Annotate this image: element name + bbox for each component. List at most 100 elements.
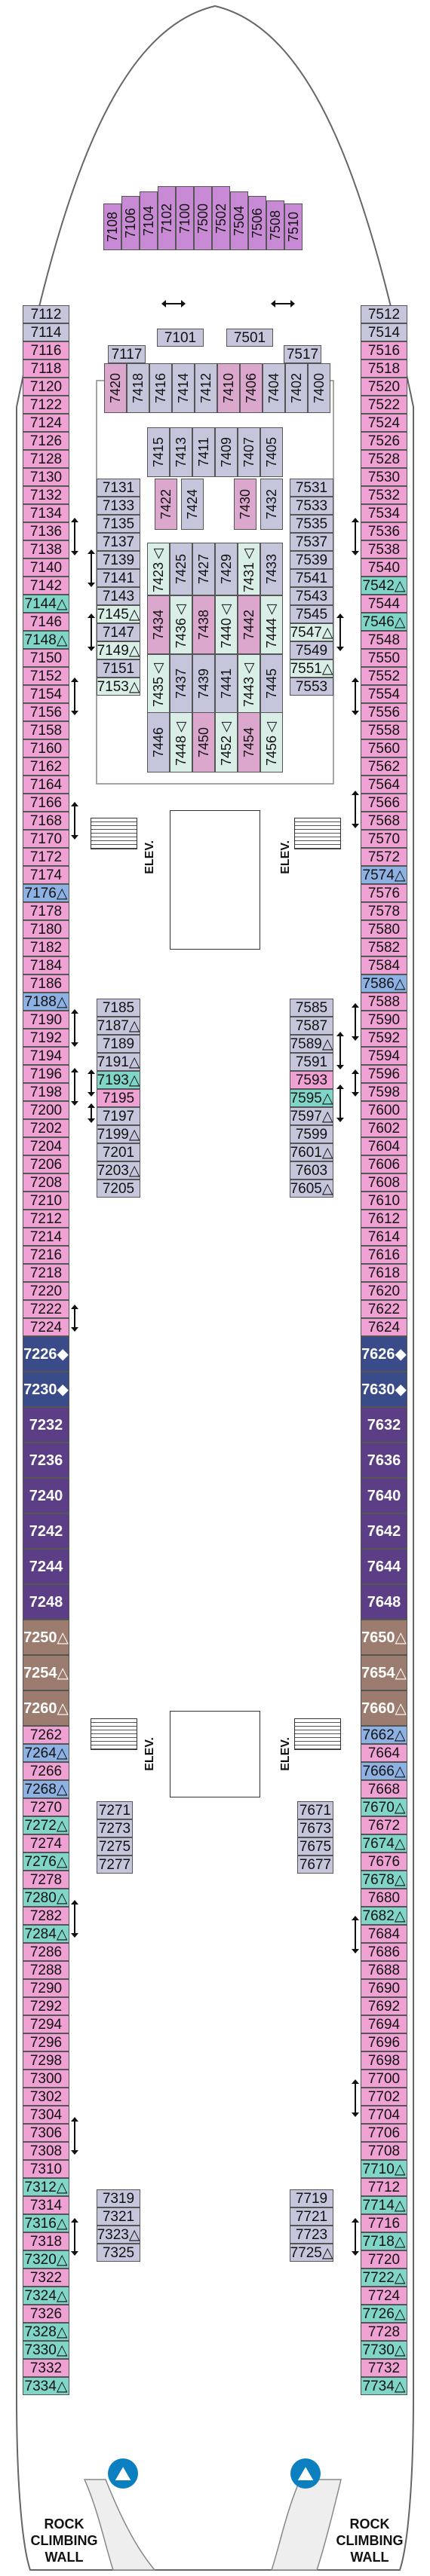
cabin[interactable]: 7606 <box>361 1155 407 1173</box>
cabin[interactable]: 7214 <box>23 1228 69 1246</box>
cabin[interactable]: 7130 <box>23 468 69 486</box>
cabin[interactable]: 7198 <box>23 1083 69 1101</box>
cabin[interactable]: 7650△ <box>361 1620 407 1655</box>
cabin[interactable]: 7516 <box>361 341 407 359</box>
cabin[interactable]: 7407 <box>238 427 260 477</box>
cabin[interactable]: 7184 <box>23 956 69 974</box>
cabin[interactable]: 7548 <box>361 631 407 649</box>
cabin[interactable]: 7284△ <box>23 1925 69 1943</box>
cabin[interactable]: 7576 <box>361 884 407 902</box>
cabin[interactable]: 7538 <box>361 540 407 558</box>
cabin[interactable]: 7692 <box>361 1997 407 2015</box>
cabin[interactable]: 7553 <box>290 678 333 696</box>
cabin[interactable]: 7140 <box>23 558 69 577</box>
cabin[interactable]: 7721 <box>290 2207 333 2226</box>
cabin[interactable]: 7530 <box>361 468 407 486</box>
cabin[interactable]: 7149△ <box>97 641 140 659</box>
cabin[interactable]: 7437 <box>170 654 192 713</box>
cabin[interactable]: 7670△ <box>361 1798 407 1816</box>
cabin[interactable]: 7501 <box>226 329 273 347</box>
cabin[interactable]: 7719 <box>290 2189 333 2207</box>
cabin[interactable]: 7132 <box>23 486 69 504</box>
cabin[interactable]: 7522 <box>361 396 407 414</box>
cabin[interactable]: 7586△ <box>361 974 407 993</box>
cabin[interactable]: 7591 <box>290 1053 333 1071</box>
cabin[interactable]: 7203△ <box>97 1161 140 1179</box>
cabin[interactable]: 7332 <box>23 2359 69 2377</box>
cabin[interactable]: 7556 <box>361 703 407 721</box>
cabin[interactable]: 7240 <box>23 1478 69 1513</box>
cabin[interactable]: 7166 <box>23 794 69 812</box>
cabin[interactable]: 7288 <box>23 1961 69 1979</box>
cabin[interactable]: 7596 <box>361 1065 407 1083</box>
cabin[interactable]: 7716 <box>361 2214 407 2232</box>
cabin[interactable]: 7326 <box>23 2305 69 2323</box>
cabin[interactable]: 7200 <box>23 1101 69 1119</box>
cabin[interactable]: 7600 <box>361 1101 407 1119</box>
cabin[interactable]: 7671 <box>297 1801 333 1819</box>
cabin[interactable]: 7508 <box>266 200 284 250</box>
cabin[interactable]: 7192 <box>23 1029 69 1047</box>
cabin[interactable]: 7597△ <box>290 1107 333 1125</box>
cabin[interactable]: 7134 <box>23 504 69 522</box>
cabin[interactable]: 7424 <box>181 479 204 530</box>
cabin[interactable]: 7187△ <box>97 1017 140 1035</box>
cabin[interactable]: 7704 <box>361 2106 407 2124</box>
cabin[interactable]: 7410 <box>217 363 240 413</box>
cabin[interactable]: 7189 <box>97 1035 140 1053</box>
cabin[interactable]: 7438 <box>192 595 215 654</box>
cabin[interactable]: 7636 <box>361 1442 407 1478</box>
cabin[interactable]: 7230◆ <box>23 1372 69 1407</box>
cabin[interactable]: 7616 <box>361 1246 407 1264</box>
cabin[interactable]: 7412 <box>195 363 217 413</box>
cabin[interactable]: 7202 <box>23 1119 69 1137</box>
cabin[interactable]: 7101 <box>157 329 204 347</box>
cabin[interactable]: 7585 <box>290 999 333 1017</box>
cabin[interactable]: 7718△ <box>361 2232 407 2250</box>
cabin[interactable]: 7642 <box>361 1513 407 1549</box>
cabin[interactable]: 7411 <box>192 427 215 477</box>
cabin[interactable]: 7143 <box>97 587 140 605</box>
cabin[interactable]: 7147 <box>97 623 140 641</box>
cabin[interactable]: 7146 <box>23 613 69 631</box>
cabin[interactable]: 7562 <box>361 757 407 776</box>
cabin[interactable]: 7677 <box>297 1856 333 1874</box>
cabin[interactable]: 7201 <box>97 1143 140 1161</box>
cabin[interactable]: 7131 <box>97 479 140 497</box>
cabin[interactable]: 7409 <box>215 427 238 477</box>
cabin[interactable]: 7440△ <box>215 595 238 654</box>
cabin[interactable]: 7306 <box>23 2124 69 2142</box>
cabin[interactable]: 7724 <box>361 2287 407 2305</box>
cabin[interactable]: 7549 <box>290 641 333 659</box>
cabin[interactable]: 7587 <box>290 1017 333 1035</box>
cabin[interactable]: 7712 <box>361 2178 407 2196</box>
cabin[interactable]: 7404 <box>263 363 285 413</box>
cabin[interactable]: 7142 <box>23 577 69 595</box>
cabin[interactable]: 7220 <box>23 1282 69 1300</box>
cabin[interactable]: 7190 <box>23 1011 69 1029</box>
cabin[interactable]: 7164 <box>23 776 69 794</box>
cabin[interactable]: 7322 <box>23 2269 69 2287</box>
cabin[interactable]: 7150 <box>23 649 69 667</box>
cabin[interactable]: 7502 <box>212 186 230 250</box>
cabin[interactable]: 7414 <box>172 363 195 413</box>
cabin[interactable]: 7698 <box>361 2051 407 2070</box>
cabin[interactable]: 7174 <box>23 866 69 884</box>
cabin[interactable]: 7196 <box>23 1065 69 1083</box>
cabin[interactable]: 7280△ <box>23 1889 69 1907</box>
cabin[interactable]: 7199△ <box>97 1125 140 1143</box>
cabin[interactable]: 7696 <box>361 2033 407 2051</box>
cabin[interactable]: 7446 <box>147 712 170 772</box>
cabin[interactable]: 7560 <box>361 739 407 757</box>
cabin[interactable]: 7728 <box>361 2323 407 2341</box>
cabin[interactable]: 7318 <box>23 2232 69 2250</box>
cabin[interactable]: 7212 <box>23 1210 69 1228</box>
cabin[interactable]: 7439 <box>192 654 215 713</box>
cabin[interactable]: 7702 <box>361 2088 407 2106</box>
cabin[interactable]: 7193△ <box>97 1071 140 1089</box>
cabin[interactable]: 7436△ <box>170 595 192 654</box>
cabin[interactable]: 7595△ <box>290 1089 333 1107</box>
cabin[interactable]: 7602 <box>361 1119 407 1137</box>
cabin[interactable]: 7276△ <box>23 1852 69 1871</box>
cabin[interactable]: 7666△ <box>361 1762 407 1780</box>
